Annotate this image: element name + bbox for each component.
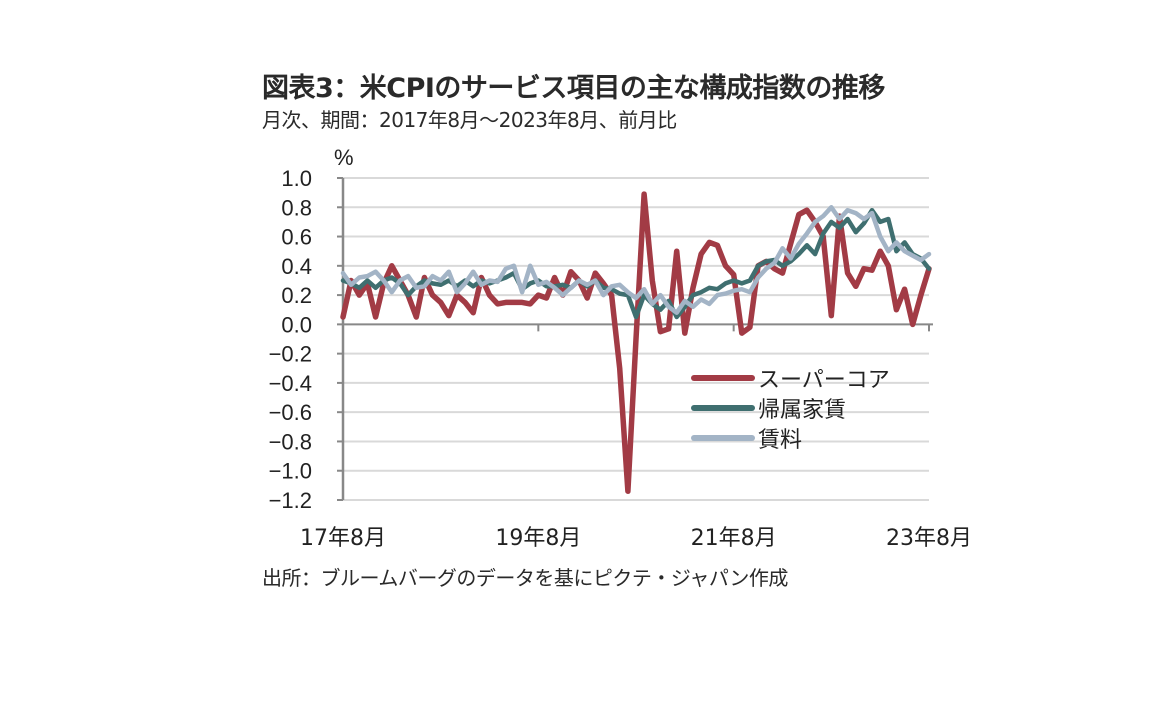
legend-label: 帰属家賃 [758,398,846,423]
x-tick-label: 19年8月 [495,526,581,551]
y-tick-label: 0.4 [281,254,312,279]
series-line-supercore [340,191,932,494]
chart-title: 図表3：米CPIのサービス項目の主な構成指数の推移 [262,73,885,104]
y-tick-label: −0.6 [269,400,312,425]
series-line-owners-equivalent-rent [340,207,932,320]
y-axis-unit: % [334,145,354,170]
series-line-rent [340,205,932,315]
y-tick-label: −1.0 [269,459,312,484]
source-note: 出所：ブルームバーグのデータを基にピクテ・ジャパン作成 [262,566,788,590]
x-axis-labels: 17年8月 19年8月 21年8月 23年8月 [300,526,972,551]
x-tick-label: 17年8月 [300,526,386,551]
y-tick-label: 0.8 [281,195,312,220]
y-tick-label: −1.2 [269,488,312,513]
y-tick-label: 0.6 [281,225,312,250]
y-tick-label: −0.8 [269,429,312,454]
x-tick-label: 21年8月 [691,526,777,551]
legend-label: スーパーコア [758,368,890,393]
y-tick-label: 0.2 [281,283,312,308]
y-tick-label: −0.4 [269,371,312,396]
y-tick-label: 1.0 [281,166,312,191]
x-tick-label: 23年8月 [886,526,972,551]
y-tick-label: −0.2 [269,342,312,367]
chart-subtitle: 月次、期間：2017年8月～2023年8月、前月比 [262,108,677,132]
y-axis-labels: 1.0 0.8 0.6 0.4 0.2 0.0 −0.2 −0.4 −0.6 −0.8 −1.0 −1… [269,166,312,513]
data-series [340,191,932,494]
y-tick-label: 0.0 [281,312,312,337]
legend-label: 賃料 [758,428,802,453]
